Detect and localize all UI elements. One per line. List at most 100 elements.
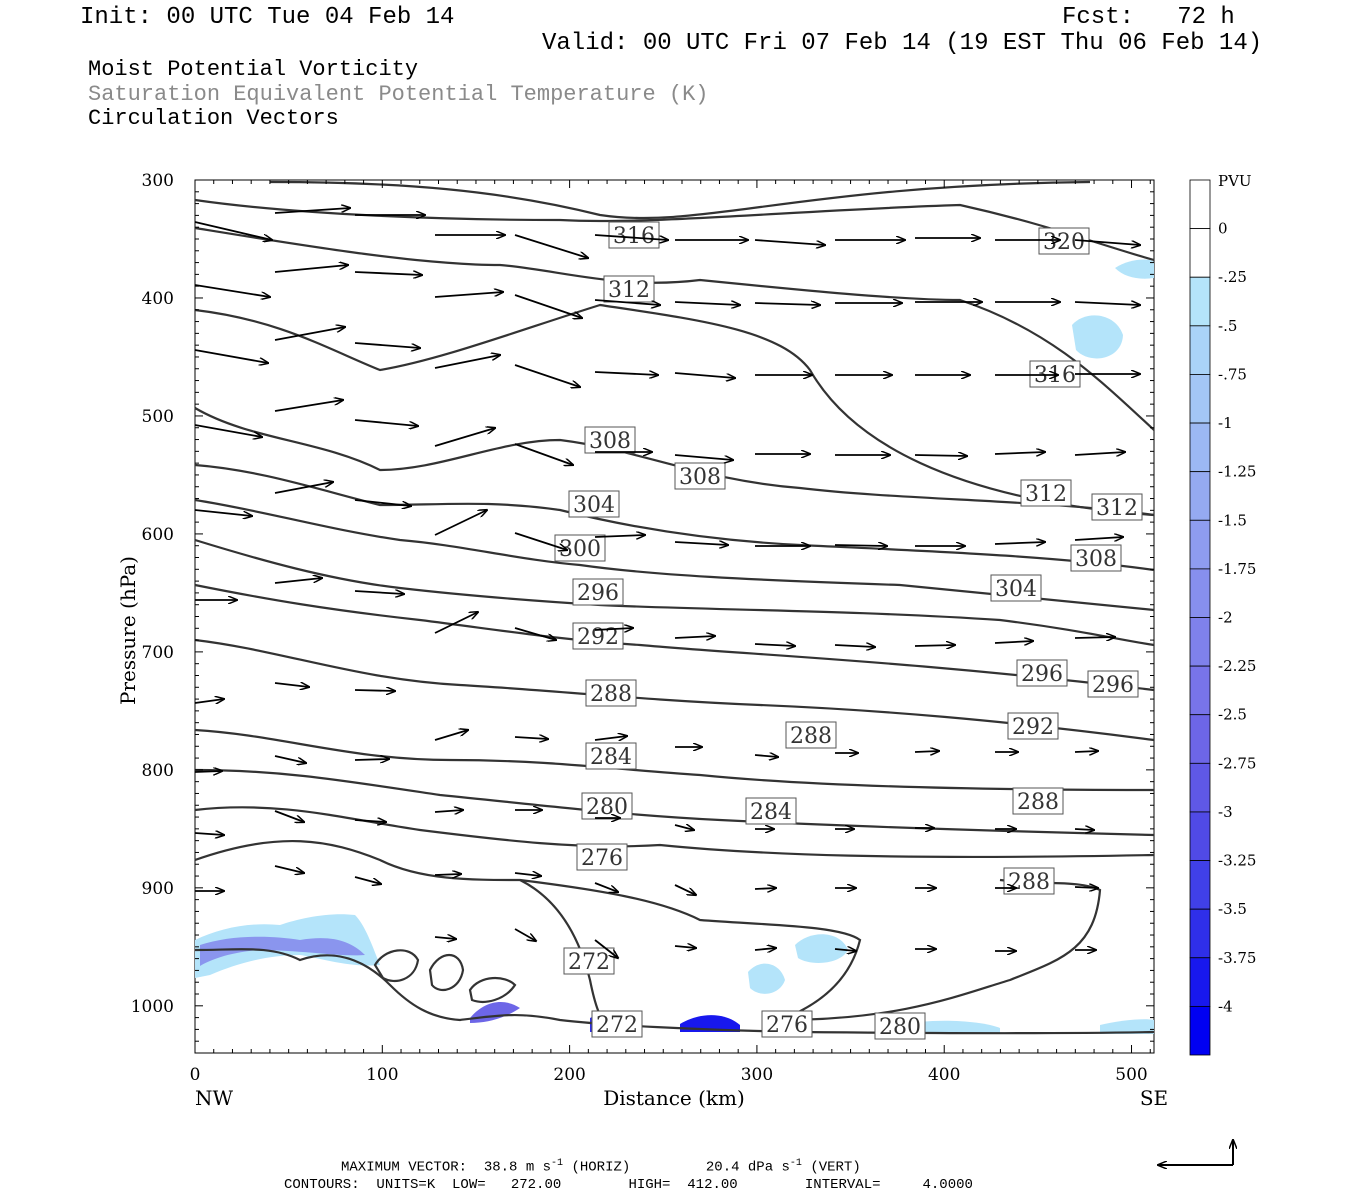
y-tick-label: 700 bbox=[142, 643, 174, 663]
contour-label-box bbox=[554, 534, 606, 562]
circulation-vector bbox=[914, 455, 967, 456]
valid-time: Valid: 00 UTC Fri 07 Feb 14 (19 EST Thu … bbox=[542, 30, 1263, 57]
circulation-vector bbox=[514, 294, 582, 318]
circulation-vector bbox=[354, 690, 395, 691]
colorbar-swatch bbox=[1189, 957, 1211, 1007]
y-tick-label: 1000 bbox=[131, 997, 174, 1017]
circulation-vector bbox=[434, 874, 461, 875]
circulation-vector bbox=[674, 454, 733, 460]
colorbar-label: -.25 bbox=[1218, 268, 1247, 286]
contour-label: 272 bbox=[596, 1013, 638, 1038]
title-mpv: Moist Potential Vorticity bbox=[88, 57, 419, 82]
contour-label: 296 bbox=[1021, 662, 1063, 687]
colorbar-swatch bbox=[1189, 471, 1211, 521]
circulation-vector bbox=[274, 810, 304, 822]
contour-label-box bbox=[1070, 544, 1122, 572]
circulation-vector bbox=[834, 645, 875, 647]
contour-label: 308 bbox=[1075, 547, 1117, 572]
contour-label-box bbox=[1087, 670, 1139, 698]
circulation-vector bbox=[434, 292, 503, 298]
circulation-vector bbox=[274, 865, 304, 873]
circulation-vector bbox=[754, 948, 776, 950]
colorbar-swatch bbox=[1189, 519, 1211, 570]
contour-line bbox=[468, 977, 517, 1003]
circulation-vector bbox=[274, 400, 343, 412]
contour-label: 276 bbox=[581, 846, 623, 871]
contour-label: 304 bbox=[573, 493, 615, 518]
colorbar-label: -.75 bbox=[1218, 365, 1247, 383]
circulation-vector bbox=[594, 372, 658, 375]
contour-label-box bbox=[1016, 659, 1068, 687]
contour-line bbox=[428, 953, 465, 992]
circulation-vector bbox=[354, 419, 418, 426]
circulation-vector bbox=[1074, 637, 1115, 638]
circulation-vector bbox=[1074, 452, 1125, 455]
y-axis: 300 400 500 600 700 800 900 1000 bbox=[131, 171, 1154, 1054]
circulation-vector bbox=[994, 641, 1033, 643]
circulation-vector bbox=[194, 833, 224, 835]
colorbar-swatch bbox=[1189, 762, 1211, 813]
circulation-vectors bbox=[194, 208, 1140, 958]
colorbar-swatch bbox=[1189, 860, 1211, 910]
mpv-shade-top-right bbox=[1072, 315, 1123, 359]
colorbar-swatch bbox=[1189, 374, 1211, 424]
contour-label-box bbox=[576, 843, 628, 871]
colorbar-label: -2 bbox=[1218, 609, 1233, 627]
circulation-vector bbox=[914, 751, 939, 752]
contours-line: CONTOURS: UNITS=K LOW= 272.00 HIGH= 412.… bbox=[284, 1177, 973, 1193]
colorbar-swatch bbox=[1189, 228, 1211, 278]
plot-frame bbox=[194, 179, 1155, 1054]
contour-label-box bbox=[1020, 479, 1072, 507]
circulation-vector bbox=[274, 683, 309, 687]
mpv-shade-sfc-right-2 bbox=[1100, 1019, 1154, 1034]
circulation-vector bbox=[674, 825, 694, 830]
contour-label: 276 bbox=[766, 1013, 808, 1038]
contour-label: 284 bbox=[750, 800, 792, 825]
contour-label: 288 bbox=[1008, 870, 1050, 895]
colorbar-swatch bbox=[1189, 665, 1211, 716]
circulation-vector bbox=[754, 888, 776, 889]
contour-label-box bbox=[563, 947, 615, 975]
x-tick-label: 300 bbox=[741, 1065, 773, 1085]
circulation-vector bbox=[754, 303, 820, 305]
colorbar-swatch bbox=[1189, 811, 1211, 861]
init-time: Init: 00 UTC Tue 04 Feb 14 bbox=[80, 4, 455, 31]
circulation-vector bbox=[354, 876, 381, 884]
y-tick-label: 800 bbox=[142, 761, 174, 781]
y-tick-label: 500 bbox=[142, 407, 174, 427]
colorbar-label: -1.5 bbox=[1218, 511, 1247, 529]
circulation-vector bbox=[434, 810, 463, 812]
contour-label: 320 bbox=[1043, 230, 1085, 255]
colorbar-swatch bbox=[1189, 422, 1211, 473]
x-tick-label: 0 bbox=[190, 1065, 201, 1085]
colorbar-label: -2.25 bbox=[1218, 657, 1256, 675]
contour-line bbox=[194, 538, 1155, 647]
colorbar-swatch bbox=[1189, 568, 1211, 618]
mpv-shade-left-core bbox=[200, 936, 365, 966]
contour-label-box bbox=[585, 679, 637, 707]
x-tick-label: 400 bbox=[928, 1065, 960, 1085]
circulation-vector bbox=[754, 755, 778, 757]
circulation-vector bbox=[354, 272, 422, 275]
colorbar-swatch bbox=[1189, 325, 1211, 375]
contour-label-box bbox=[761, 1010, 813, 1038]
contour-label-box bbox=[990, 574, 1042, 602]
contour-label-box bbox=[674, 462, 726, 490]
circulation-vector bbox=[594, 299, 660, 305]
circulation-vector bbox=[674, 884, 696, 895]
contour-line bbox=[194, 303, 1155, 517]
circulation-vector bbox=[434, 428, 495, 447]
circulation-vector bbox=[194, 699, 224, 703]
circulation-vector bbox=[434, 730, 468, 741]
contour-label: 288 bbox=[590, 682, 632, 707]
contour-label-box bbox=[572, 622, 624, 650]
title-vectors: Circulation Vectors bbox=[88, 106, 339, 131]
circulation-vector bbox=[194, 509, 252, 516]
circulation-vector bbox=[434, 355, 500, 369]
colorbar-label: -3.5 bbox=[1218, 900, 1247, 918]
contour-line bbox=[373, 949, 420, 983]
colorbar-label: -.5 bbox=[1218, 317, 1237, 335]
contour-label: 308 bbox=[589, 429, 631, 454]
circulation-vector bbox=[274, 265, 348, 273]
